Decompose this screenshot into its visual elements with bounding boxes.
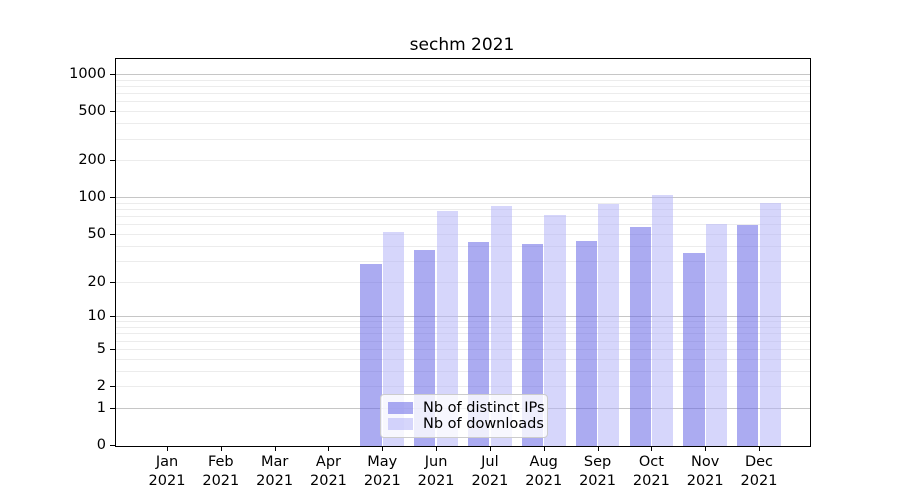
gridline-minor bbox=[116, 160, 810, 162]
bar-downloads-Jul bbox=[490, 206, 512, 446]
y-tick-label: 1 bbox=[96, 399, 106, 416]
x-tick-mark bbox=[167, 446, 168, 451]
legend-row: Nb of downloads bbox=[388, 416, 544, 432]
gridline-minor bbox=[116, 333, 810, 335]
y-tick-mark bbox=[110, 111, 116, 113]
x-tick-mark bbox=[436, 446, 438, 451]
y-tick-mark bbox=[110, 348, 116, 350]
gridline-minor bbox=[116, 79, 810, 81]
x-tick-mark bbox=[651, 446, 653, 451]
bar-distinct-ips-Sep bbox=[575, 240, 597, 446]
bar-downloads-May bbox=[382, 231, 405, 446]
bar-downloads-Oct bbox=[651, 195, 674, 446]
gridline-minor bbox=[116, 321, 810, 323]
legend-swatch-distinct-ips bbox=[388, 402, 413, 414]
x-tick-label: Aug 2021 bbox=[525, 454, 563, 489]
y-tick-label: 2 bbox=[96, 378, 106, 394]
x-tick-mark bbox=[489, 446, 491, 451]
x-tick-label: Apr 2021 bbox=[310, 454, 347, 489]
bar-distinct-ips-Oct bbox=[629, 226, 651, 446]
gridline-minor bbox=[116, 370, 810, 372]
y-tick-mark bbox=[110, 407, 116, 409]
y-tick-mark bbox=[110, 160, 116, 162]
legend-label-distinct-ips: Nb of distinct IPs bbox=[423, 400, 545, 416]
x-tick-label: Sep 2021 bbox=[579, 454, 616, 489]
x-tick-label: Dec 2021 bbox=[740, 454, 778, 489]
bar-distinct-ips-Nov bbox=[683, 252, 705, 446]
chart-title: sechm 2021 bbox=[409, 35, 515, 55]
y-tick-mark bbox=[110, 281, 116, 283]
x-tick-label: Jan 2021 bbox=[148, 454, 186, 489]
x-tick-label: Oct 2021 bbox=[632, 454, 670, 489]
gridline-major bbox=[116, 316, 810, 318]
y-tick-mark bbox=[110, 197, 116, 199]
plot-area: 0 1 2 5 10 20 50 100 200 500 1000 Jan 2021 Feb 2021… bbox=[69, 58, 811, 489]
bar-distinct-ips-May bbox=[360, 264, 382, 446]
x-tick-label: Jun 2021 bbox=[417, 454, 455, 489]
gridline-minor bbox=[116, 386, 810, 387]
gridline-minor bbox=[116, 85, 810, 87]
y-tick-label: 1000 bbox=[69, 65, 106, 82]
x-tick-label: Nov 2021 bbox=[686, 454, 724, 489]
x-tick-label: Jul 2021 bbox=[471, 454, 509, 489]
y-tick-label: 500 bbox=[78, 103, 106, 120]
bar-downloads-Nov bbox=[705, 224, 727, 446]
gridline-minor bbox=[116, 233, 810, 235]
y-tick-mark bbox=[110, 445, 116, 446]
gridline-minor bbox=[116, 123, 810, 125]
y-tick-mark bbox=[110, 233, 116, 235]
gridline-minor bbox=[116, 101, 810, 103]
x-tick-label: Mar 2021 bbox=[256, 454, 294, 489]
gridline-minor bbox=[116, 224, 810, 226]
y-tick-mark bbox=[110, 386, 116, 387]
legend-label-downloads: Nb of downloads bbox=[423, 416, 544, 432]
y-tick-label: 10 bbox=[87, 308, 106, 325]
gridline-minor bbox=[116, 260, 810, 262]
y-tick-label: 50 bbox=[87, 225, 106, 242]
gridline-minor bbox=[116, 93, 810, 95]
bar-downloads-Aug bbox=[544, 215, 566, 446]
x-tick-mark bbox=[220, 446, 222, 451]
gridline-minor bbox=[116, 327, 810, 328]
bar-downloads-Dec bbox=[759, 202, 781, 446]
y-tick-label: 200 bbox=[78, 152, 106, 169]
bar-downloads-Sep bbox=[598, 203, 620, 446]
y-tick-mark bbox=[110, 73, 116, 75]
y-tick-label: 20 bbox=[87, 273, 106, 290]
y-tick-label: 0 bbox=[96, 437, 106, 453]
x-tick-mark bbox=[597, 446, 599, 451]
gridline-minor bbox=[116, 245, 810, 247]
gridline-minor bbox=[116, 111, 810, 113]
x-tick-mark bbox=[759, 446, 760, 451]
y-tick-label: 100 bbox=[78, 189, 106, 206]
gridline-minor bbox=[116, 358, 810, 360]
gridline-minor bbox=[116, 281, 810, 283]
x-tick-mark bbox=[274, 446, 276, 451]
gridline-minor bbox=[116, 202, 810, 204]
legend: Nb of distinct IPs Nb of downloads bbox=[380, 394, 548, 438]
legend-swatch-downloads bbox=[388, 418, 413, 430]
legend-row: Nb of distinct IPs bbox=[388, 400, 545, 416]
gridline-minor bbox=[116, 340, 810, 342]
x-tick-mark bbox=[543, 446, 545, 451]
gridline-minor bbox=[116, 348, 810, 350]
y-tick-label: 5 bbox=[96, 340, 106, 357]
gridline-minor bbox=[116, 138, 810, 140]
gridline-minor bbox=[116, 209, 810, 211]
x-tick-mark bbox=[328, 446, 330, 451]
x-tick-mark bbox=[382, 446, 384, 451]
bar-downloads-Jun bbox=[436, 211, 458, 446]
bar-distinct-ips-Dec bbox=[737, 225, 759, 446]
x-tick-label: May 2021 bbox=[363, 454, 401, 489]
gridline-major bbox=[116, 73, 810, 75]
y-tick-mark bbox=[110, 316, 116, 318]
x-tick-mark bbox=[705, 446, 707, 451]
gridline-major bbox=[116, 197, 810, 199]
gridline-minor bbox=[116, 216, 810, 218]
x-tick-label: Feb 2021 bbox=[202, 454, 240, 489]
